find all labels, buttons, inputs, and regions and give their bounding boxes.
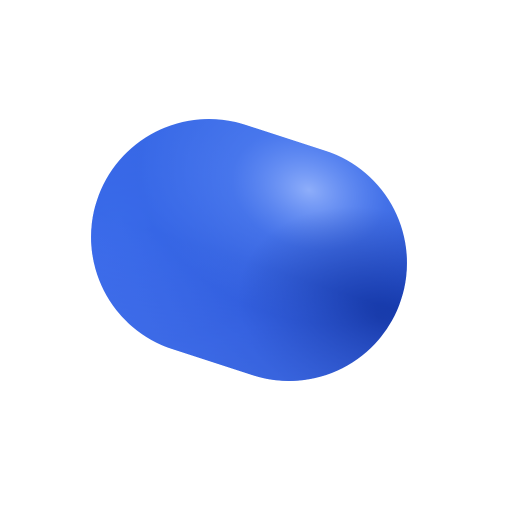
capsule-shape (60, 88, 438, 412)
